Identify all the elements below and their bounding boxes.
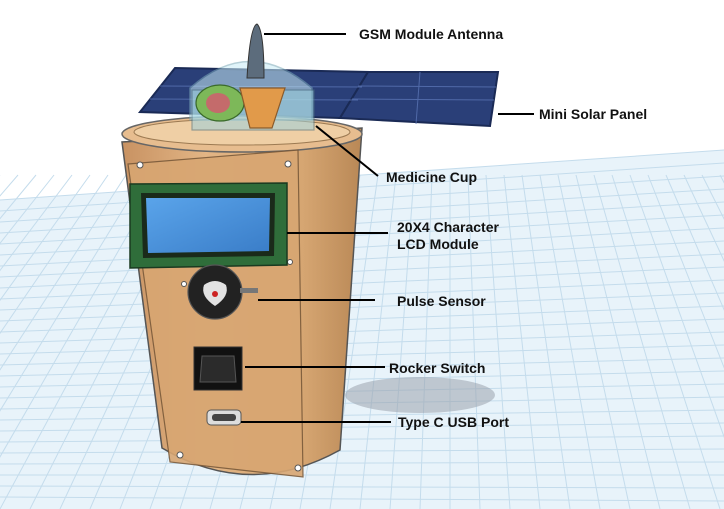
label-usb-port: Type C USB Port [398, 414, 509, 430]
cup-line [315, 125, 379, 177]
label-rocker-switch: Rocker Switch [389, 360, 486, 376]
lcd-module [129, 182, 288, 269]
gsm-antenna [246, 23, 265, 79]
label-lcd-line2: LCD Module [397, 236, 479, 252]
label-pulse-sensor: Pulse Sensor [397, 293, 486, 309]
usb-port [206, 409, 242, 426]
callout-lines [241, 33, 534, 423]
device-shadow [345, 377, 495, 413]
label-solar-panel: Mini Solar Panel [539, 106, 648, 122]
rocker-switch [193, 346, 243, 391]
medicine-cup [189, 60, 315, 131]
label-gsm-antenna: GSM Module Antenna [359, 26, 504, 42]
label-lcd-line1: 20X4 Character [397, 219, 499, 235]
label-medicine-cup: Medicine Cup [386, 169, 478, 185]
workplane-grid [0, 149, 724, 509]
pulse-sensor [187, 264, 258, 320]
